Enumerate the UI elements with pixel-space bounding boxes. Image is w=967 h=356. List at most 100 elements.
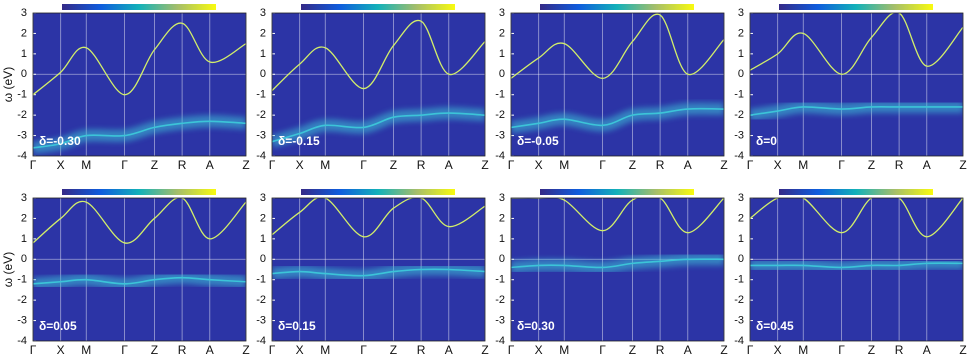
x-tick-label: M — [320, 158, 330, 172]
x-tick-label: X — [774, 158, 782, 172]
y-tick-label: -2 — [495, 294, 505, 306]
panel: Γ X M Γ Z R A Z -4 -3 -2 -1 0 1 2 3 δ=-0.30 ω (eV) — [1, 4, 250, 172]
y-tick-label: 3 — [21, 7, 27, 19]
y-tick-label: -3 — [256, 129, 266, 141]
panel: Γ X M Γ Z R A Z -4 -3 -2 -1 0 1 2 3 δ=0.45 — [734, 189, 967, 356]
y-tick-label: 1 — [260, 48, 266, 60]
colorbar — [540, 4, 694, 10]
y-tick-label: -1 — [17, 274, 27, 286]
y-tick-label: 2 — [499, 212, 505, 224]
plot-frame — [749, 12, 964, 157]
band-line — [511, 198, 724, 234]
plot-data — [33, 22, 246, 154]
x-tick-label: R — [417, 343, 426, 356]
y-tick-label: -1 — [256, 274, 266, 286]
y-axis-label: ω (eV) — [1, 252, 15, 287]
x-tick-label: Z — [629, 343, 636, 356]
band-line — [33, 120, 246, 149]
plot-data — [272, 19, 485, 148]
doping-label: δ=0.05 — [39, 319, 77, 333]
band-line — [511, 258, 724, 269]
doping-label: δ=-0.30 — [39, 134, 81, 148]
y-tick-label: 3 — [21, 192, 27, 204]
plot-frame — [32, 197, 247, 342]
colorbar — [62, 189, 216, 195]
x-tick-label: Z — [481, 158, 488, 172]
x-tick-label: Γ — [508, 343, 515, 356]
x-tick-label: Γ — [599, 343, 606, 356]
x-tick-label: M — [559, 343, 569, 356]
y-tick-label: -1 — [17, 89, 27, 101]
y-axis-label: ω (eV) — [1, 67, 15, 102]
x-tick-label: Z — [481, 343, 488, 356]
x-tick-label: X — [535, 158, 543, 172]
y-tick-label: 1 — [738, 48, 744, 60]
doping-label: δ=0 — [756, 134, 777, 148]
plot-background — [750, 13, 963, 156]
x-tick-label: Γ — [121, 343, 128, 356]
y-tick-label: -1 — [495, 89, 505, 101]
band-line — [750, 13, 963, 75]
x-tick-label: Γ — [838, 343, 845, 356]
x-tick-label: X — [57, 158, 65, 172]
y-tick-label: -3 — [17, 314, 27, 326]
band-line — [33, 276, 246, 285]
y-tick-label: 2 — [738, 27, 744, 39]
y-tick-label: 2 — [260, 27, 266, 39]
x-tick-label: Z — [720, 343, 727, 356]
x-tick-label: A — [445, 158, 453, 172]
plot-data — [272, 198, 485, 282]
x-tick-label: M — [81, 158, 91, 172]
plot-frame — [32, 12, 247, 157]
x-tick-label: A — [445, 343, 453, 356]
x-tick-label: Z — [959, 343, 966, 356]
band-line — [272, 198, 485, 238]
y-tick-label: -4 — [734, 335, 744, 347]
x-tick-label: X — [535, 343, 543, 356]
y-tick-label: 1 — [738, 233, 744, 245]
x-tick-label: X — [296, 158, 304, 172]
x-tick-label: Z — [390, 343, 397, 356]
x-tick-label: A — [206, 343, 214, 356]
band-line — [750, 262, 963, 269]
y-tick-label: -3 — [256, 314, 266, 326]
x-tick-label: Z — [868, 343, 875, 356]
y-tick-label: -4 — [256, 150, 266, 162]
colorbar — [301, 4, 455, 10]
band-line — [272, 19, 485, 92]
plot-background — [33, 198, 246, 341]
x-tick-label: Γ — [30, 343, 37, 356]
y-tick-label: 0 — [499, 68, 505, 80]
panel: Γ X M Γ Z R A Z -4 -3 -2 -1 0 1 2 3 δ=0.30 — [495, 189, 728, 356]
y-tick-label: -2 — [17, 294, 27, 306]
y-tick-label: 1 — [260, 233, 266, 245]
x-tick-label: R — [895, 343, 904, 356]
y-tick-label: -4 — [495, 335, 505, 347]
x-tick-label: Z — [390, 158, 397, 172]
x-tick-label: Z — [959, 158, 966, 172]
x-tick-label: X — [57, 343, 65, 356]
x-tick-label: Z — [629, 158, 636, 172]
doping-label: δ=-0.15 — [278, 134, 320, 148]
y-tick-label: -4 — [17, 150, 27, 162]
y-tick-label: 3 — [260, 192, 266, 204]
band-line — [272, 268, 485, 277]
x-tick-label: R — [178, 158, 187, 172]
x-tick-label: Γ — [121, 158, 128, 172]
y-tick-label: 2 — [260, 212, 266, 224]
y-tick-label: -3 — [734, 129, 744, 141]
plot-frame — [749, 197, 964, 342]
y-tick-label: -3 — [734, 314, 744, 326]
y-tick-label: -2 — [734, 294, 744, 306]
x-tick-label: M — [320, 343, 330, 356]
panel: Γ X M Γ Z R A Z -4 -3 -2 -1 0 1 2 3 δ=0.15 — [256, 189, 489, 356]
x-tick-label: A — [684, 343, 692, 356]
x-tick-label: X — [774, 343, 782, 356]
colorbar — [301, 189, 455, 195]
y-tick-label: 0 — [260, 253, 266, 265]
x-tick-label: R — [656, 343, 665, 356]
y-tick-label: -1 — [734, 89, 744, 101]
y-tick-label: -4 — [256, 335, 266, 347]
y-tick-label: 3 — [499, 192, 505, 204]
